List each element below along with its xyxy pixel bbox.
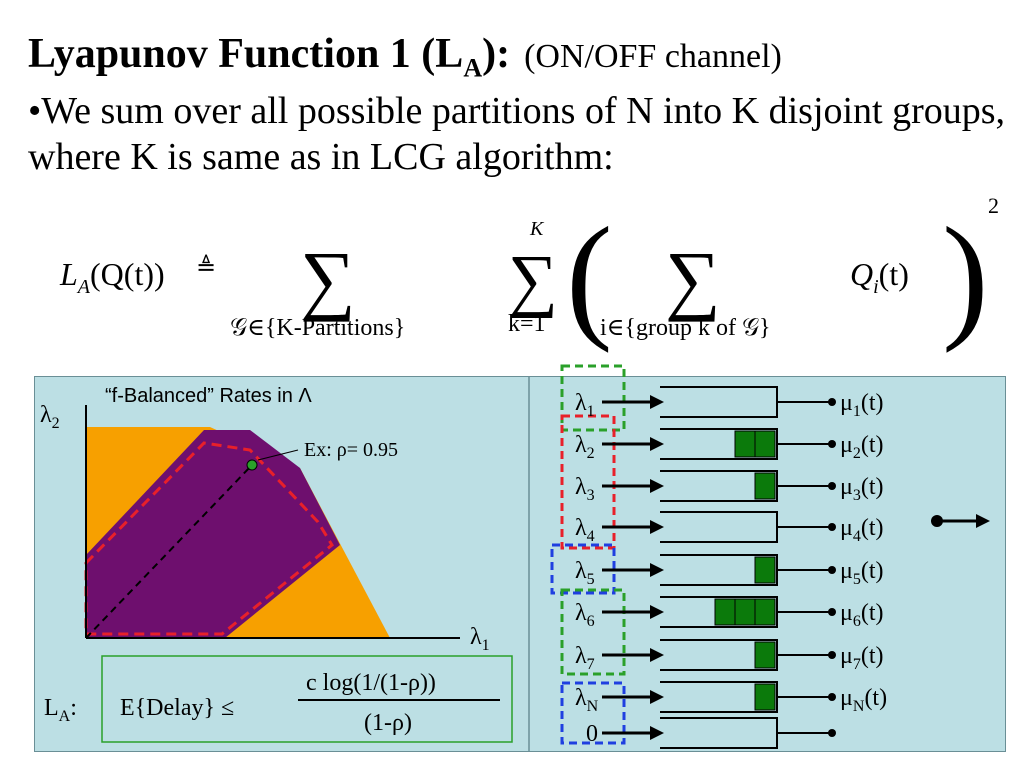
balanced-region [86, 430, 340, 638]
example-label: Ex: ρ= 0.95 [304, 439, 398, 461]
left-paren: ( [566, 199, 613, 354]
service-rate-label: μ1(t) [840, 390, 884, 420]
right-paren: ) [942, 199, 989, 354]
server-dot [828, 566, 836, 574]
arrival-rate-label: λ5 [575, 558, 595, 588]
diagonal-dashed [85, 464, 253, 639]
queue-row: λ7 μ7(t) [575, 639, 884, 673]
server-dot [828, 440, 836, 448]
server-dot [828, 729, 836, 737]
inner-sum-symbol: ∑ [665, 235, 721, 322]
packet [754, 472, 776, 500]
rate-region-plot: “f-Balanced” Rates in Λ λ2 λ1 Ex: ρ= 0.9… [40, 385, 490, 654]
packet [754, 641, 776, 669]
formula-lhs: LA(Q(t)) [59, 256, 165, 298]
queue-row: λ6 μ6(t) [575, 596, 884, 630]
scheduler-arrowhead [976, 514, 990, 528]
service-rate-label: μN(t) [840, 685, 887, 715]
server-dot [828, 651, 836, 659]
queue-buffer [660, 511, 778, 543]
arrival-rate-label: λ3 [575, 474, 595, 504]
packet [754, 430, 776, 458]
example-dot [246, 459, 258, 471]
outer-sum-range: 𝒢∈{K-Partitions} [230, 315, 405, 341]
packet [734, 598, 756, 626]
arrival-arrowhead [650, 690, 664, 704]
zero-arrival-label: 0 [586, 721, 598, 747]
queue-row: λN μN(t) [575, 681, 887, 715]
middle-sum-top: K [529, 218, 545, 240]
queue-buffer [660, 386, 778, 418]
delay-lhs: E{Delay} ≤ [120, 695, 234, 721]
packet [714, 598, 736, 626]
arrival-rate-label: λN [575, 685, 599, 715]
group-box-2 [560, 414, 616, 550]
server-dot [828, 398, 836, 406]
service-rate-label: μ4(t) [840, 515, 884, 545]
rho-boundary [84, 441, 334, 636]
arrival-arrowhead [650, 479, 664, 493]
arrival-arrowhead [650, 605, 664, 619]
y-axis-label: λ2 [40, 402, 60, 432]
formula-term: Qi(t) [850, 256, 909, 298]
group-box-1 [560, 364, 626, 432]
middle-sum-symbol: ∑ [508, 242, 558, 319]
example-leader [257, 449, 299, 461]
packet [754, 598, 776, 626]
service-rate-label: μ7(t) [840, 643, 884, 673]
arrival-rate-label: λ7 [575, 643, 595, 673]
group-box-5 [560, 681, 626, 745]
queue-buffer [660, 717, 778, 749]
formula-defeq: ≜ [196, 254, 216, 281]
arrival-arrowhead [650, 563, 664, 577]
arrival-arrowhead [650, 520, 664, 534]
x-axis-label: λ1 [470, 624, 490, 654]
service-rate-label: μ2(t) [840, 432, 884, 462]
queue-row: λ3 μ3(t) [575, 470, 884, 504]
delay-numerator: c log(1/(1-ρ)) [306, 670, 436, 696]
server-dot [828, 523, 836, 531]
arrival-arrowhead [650, 648, 664, 662]
plot-title: “f-Balanced” Rates in Λ [105, 385, 312, 407]
server-dot [828, 608, 836, 616]
delay-box [101, 655, 513, 743]
queue-row: λ4 μ4(t) [575, 511, 884, 545]
arrival-arrowhead [650, 395, 664, 409]
service-rate-label: μ6(t) [840, 600, 884, 630]
queue-row-zero: 0 [586, 717, 836, 749]
packet [754, 556, 776, 584]
slide-title: Lyapunov Function 1 (LA): (ON/OFF channel… [28, 31, 782, 83]
group-box-4 [560, 588, 626, 676]
bullet-text: •We sum over all possible partitions of … [28, 90, 1006, 178]
formula-exponent: 2 [988, 195, 999, 218]
queue-system: λ1 μ1(t) λ2 μ2(t) λ3 μ3(t) λ4 μ4(t) λ5 μ5(t) λ6 μ6(… [550, 364, 990, 749]
middle-sum-range: k=1 [508, 311, 546, 337]
packet [754, 683, 776, 711]
server-dot [828, 482, 836, 490]
delay-bound: LA: E{Delay} ≤ c log(1/(1-ρ)) (1-ρ) [44, 655, 513, 743]
arrival-rate-label: λ6 [575, 600, 595, 630]
delay-label: LA: [44, 695, 77, 725]
inner-sum-range: i∈{group k of 𝒢} [600, 315, 771, 341]
title-note: (ON/OFF channel) [524, 38, 782, 75]
queue-row: λ1 μ1(t) [575, 386, 884, 420]
queue-row: λ2 μ2(t) [575, 428, 884, 462]
arrival-arrowhead [650, 437, 664, 451]
arrival-rate-label: λ4 [575, 515, 595, 545]
server-dot [828, 693, 836, 701]
arrival-rate-label: λ1 [575, 390, 595, 420]
service-rate-label: μ5(t) [840, 558, 884, 588]
arrival-rate-label: λ2 [575, 432, 595, 462]
queue-row: λ5 μ5(t) [575, 554, 884, 588]
delay-denominator: (1-ρ) [364, 710, 412, 736]
lyapunov-formula: LA(Q(t)) ≜ ∑ 𝒢∈{K-Partitions} K ∑ k=1 ( … [59, 195, 999, 354]
outer-sum-symbol: ∑ [300, 235, 356, 322]
packet [734, 430, 756, 458]
service-rate-label: μ3(t) [840, 474, 884, 504]
arrival-arrowhead [650, 726, 664, 740]
